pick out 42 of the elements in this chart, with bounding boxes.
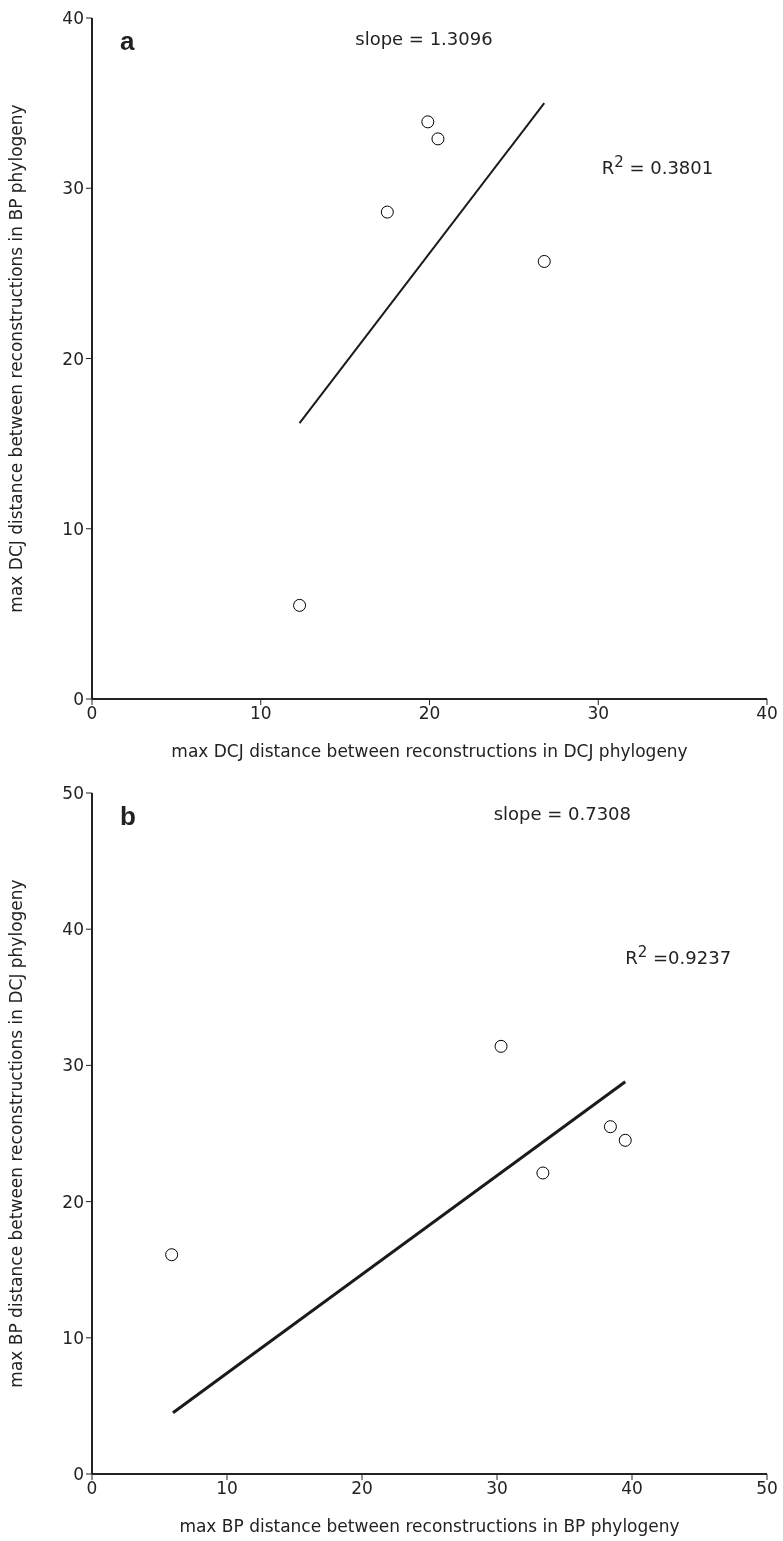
y-tick-label: 10 <box>62 518 84 539</box>
y-tick-label: 10 <box>62 1327 84 1348</box>
x-tick-label: 40 <box>756 703 778 724</box>
x-tick-label: 40 <box>621 1478 643 1499</box>
point <box>165 1248 179 1262</box>
point <box>293 598 307 612</box>
annotation: slope = 0.7308 <box>493 803 632 824</box>
y-tick-label: 30 <box>62 1055 84 1076</box>
y-tick-label: 50 <box>62 783 84 804</box>
annotation: R$^{2}$ = 0.3801 <box>601 153 714 178</box>
x-tick-label: 20 <box>351 1478 373 1499</box>
x-tick-label: 30 <box>587 703 610 724</box>
y-tick-label: 0 <box>73 1464 84 1485</box>
x-tick-label: 0 <box>86 703 98 724</box>
chart-title: b <box>120 801 136 832</box>
x-tick-label: 10 <box>249 703 272 724</box>
point <box>380 205 394 219</box>
y-axis-title: max DCJ distance between reconstructions in BP phylogeny <box>6 104 27 613</box>
y-tick-label: 40 <box>62 919 84 940</box>
point <box>431 132 445 146</box>
point <box>494 1039 508 1053</box>
x-axis-title: max DCJ distance between reconstructions in DCJ phylogeny <box>171 741 688 761</box>
y-tick-label: 40 <box>62 8 84 29</box>
point <box>603 1120 617 1134</box>
x-axis-title: max BP distance between reconstructions in BP phylogeny <box>179 1516 680 1536</box>
y-axis-title: max BP distance between reconstructions in DCJ phylogeny <box>6 879 27 1388</box>
chart-title: a <box>120 26 135 57</box>
annotation: R$^{2}$ =0.9237 <box>625 943 732 968</box>
y-tick-label: 0 <box>73 689 84 710</box>
y-tick-label: 20 <box>62 348 84 369</box>
x-tick-label: 20 <box>418 703 441 724</box>
x-tick-label: 0 <box>86 1478 98 1499</box>
point <box>618 1133 632 1147</box>
x-tick-label: 10 <box>216 1478 238 1499</box>
x-tick-label: 50 <box>756 1478 778 1499</box>
y-tick-label: 20 <box>62 1191 84 1212</box>
annotation: slope = 1.3096 <box>355 28 493 49</box>
point <box>536 1166 550 1180</box>
y-tick-label: 30 <box>62 178 84 199</box>
point <box>537 254 551 268</box>
point <box>421 115 435 129</box>
x-tick-label: 30 <box>486 1478 508 1499</box>
